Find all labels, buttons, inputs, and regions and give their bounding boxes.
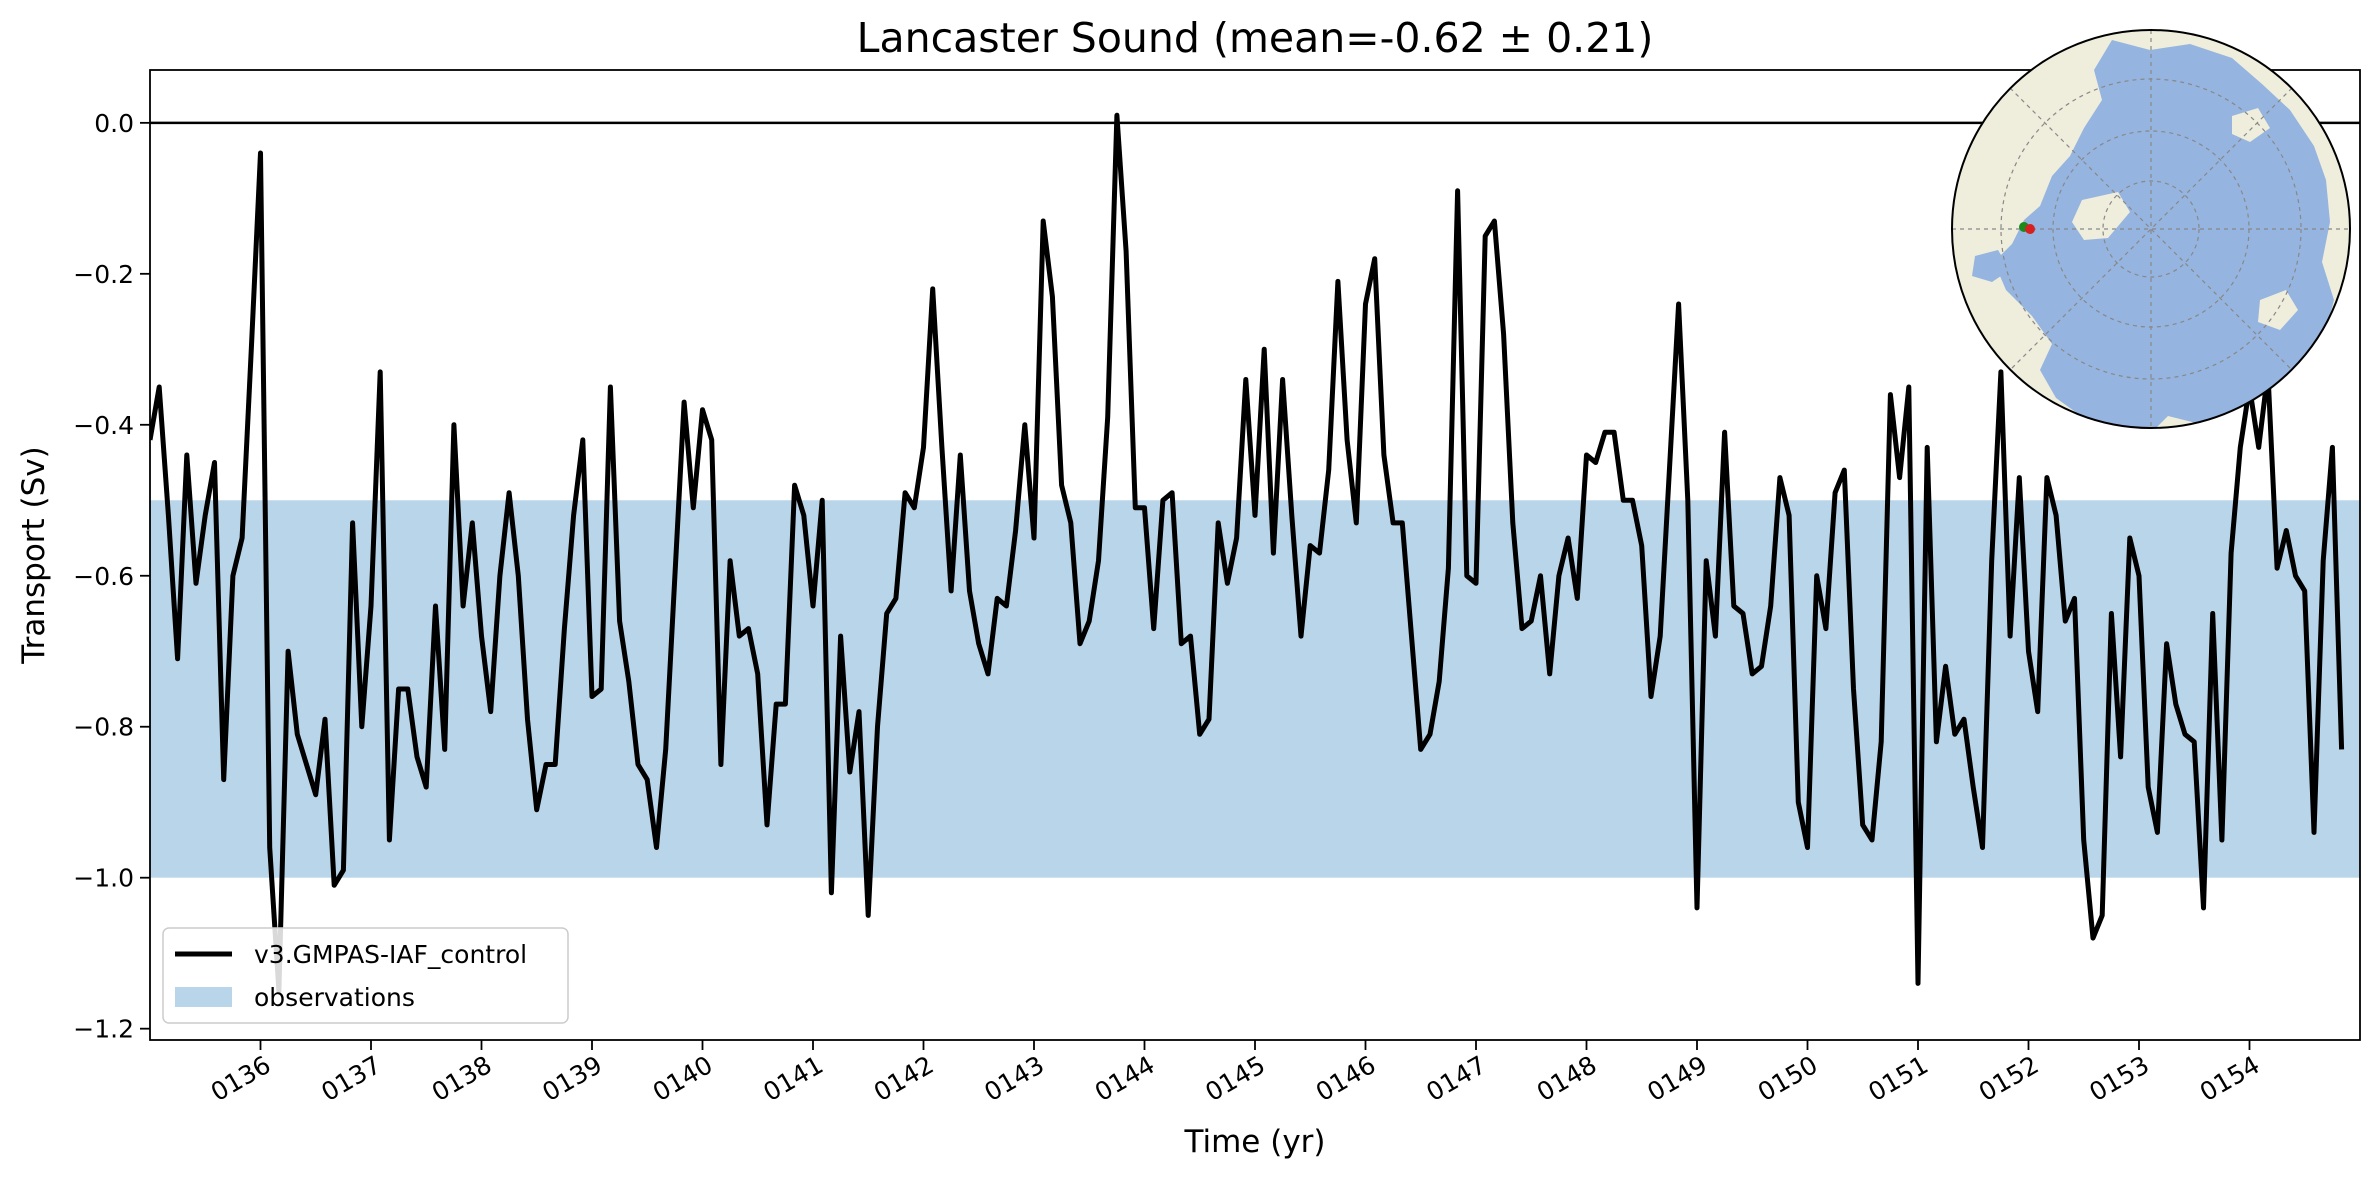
transect-end-marker xyxy=(2025,224,2035,234)
x-tick-label: 0144 xyxy=(1090,1050,1160,1107)
x-axis: 0136 0137 0138 0139 0140 0141 0142 0143 0144 0145… xyxy=(206,1040,2265,1107)
transport-series-line xyxy=(150,112,2345,994)
x-tick-label: 0145 xyxy=(1200,1050,1270,1107)
x-tick-label: 0153 xyxy=(2084,1050,2154,1107)
x-tick-label: 0150 xyxy=(1753,1050,1823,1107)
y-tick-label: −0.2 xyxy=(73,260,134,289)
x-tick-label: 0152 xyxy=(1974,1050,2044,1107)
x-tick-label: 0154 xyxy=(2195,1050,2265,1107)
y-tick-label: −1.2 xyxy=(73,1015,134,1044)
y-tick-label: 0.0 xyxy=(94,109,134,138)
x-tick-label: 0142 xyxy=(869,1050,939,1107)
x-tick-label: 0139 xyxy=(537,1050,607,1107)
x-tick-label: 0141 xyxy=(758,1050,828,1107)
x-axis-title: Time (yr) xyxy=(1184,1124,1326,1160)
map-island xyxy=(2232,108,2270,142)
x-tick-label: 0146 xyxy=(1311,1050,1381,1107)
map-ocean-gulf xyxy=(1972,250,2010,282)
chart-title: Lancaster Sound (mean=-0.62 ± 0.21) xyxy=(857,14,1654,62)
observations-band xyxy=(150,500,2360,878)
y-tick-label: −0.8 xyxy=(73,713,134,742)
x-tick-label: 0143 xyxy=(979,1050,1049,1107)
plot-area xyxy=(150,112,2360,994)
legend-swatch-observations xyxy=(175,987,232,1007)
y-tick-label: −0.4 xyxy=(73,411,134,440)
inset-map xyxy=(1951,29,2351,429)
legend-label-model: v3.GMPAS-IAF_control xyxy=(254,940,527,969)
y-axis: 0.0 −0.2 −0.4 −0.6 −0.8 −1.0 −1.2 xyxy=(73,109,150,1044)
y-tick-label: −0.6 xyxy=(73,562,134,591)
legend: v3.GMPAS-IAF_control observations xyxy=(162,927,569,1024)
legend-box xyxy=(162,927,569,1024)
map-island xyxy=(2258,290,2298,330)
map-greenland xyxy=(2072,192,2130,240)
x-tick-label: 0137 xyxy=(316,1050,386,1107)
x-tick-label: 0147 xyxy=(1421,1050,1491,1107)
x-tick-label: 0140 xyxy=(648,1050,718,1107)
y-axis-title: Transport (Sv) xyxy=(16,446,52,665)
x-tick-label: 0138 xyxy=(427,1050,497,1107)
x-tick-label: 0151 xyxy=(1863,1050,1933,1107)
map-outline xyxy=(1951,29,2351,429)
x-tick-label: 0136 xyxy=(206,1050,276,1107)
map-graticule xyxy=(1952,30,2350,428)
y-tick-label: −1.0 xyxy=(73,864,134,893)
legend-label-observations: observations xyxy=(254,983,415,1012)
x-tick-label: 0148 xyxy=(1532,1050,1602,1107)
x-tick-label: 0149 xyxy=(1642,1050,1712,1107)
map-ocean-bay xyxy=(2028,244,2076,292)
